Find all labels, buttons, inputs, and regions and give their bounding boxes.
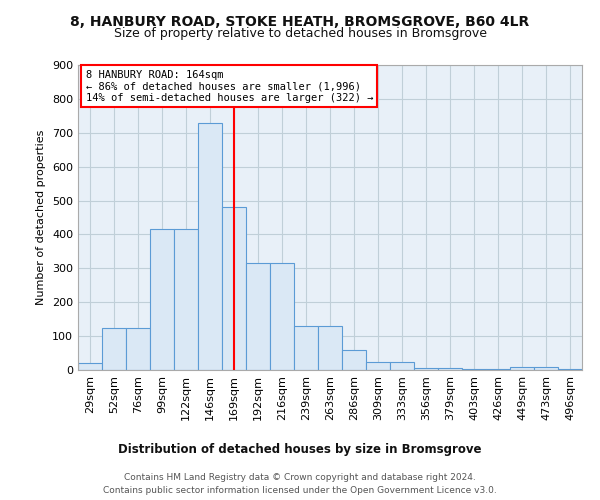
Text: Contains public sector information licensed under the Open Government Licence v3: Contains public sector information licen… [103, 486, 497, 495]
Bar [222, 208, 246, 370]
Y-axis label: Number of detached properties: Number of detached properties [37, 130, 46, 305]
Text: Distribution of detached houses by size in Bromsgrove: Distribution of detached houses by size … [118, 442, 482, 456]
Bar [102, 328, 126, 370]
Bar [534, 366, 558, 370]
Bar [270, 263, 294, 370]
Bar [246, 263, 270, 370]
Bar [342, 350, 366, 370]
Bar [198, 122, 222, 370]
Bar [294, 326, 318, 370]
Text: Size of property relative to detached houses in Bromsgrove: Size of property relative to detached ho… [113, 28, 487, 40]
Bar [510, 366, 534, 370]
Text: Contains HM Land Registry data © Crown copyright and database right 2024.: Contains HM Land Registry data © Crown c… [124, 472, 476, 482]
Bar [414, 368, 438, 370]
Bar [78, 363, 102, 370]
Text: 8, HANBURY ROAD, STOKE HEATH, BROMSGROVE, B60 4LR: 8, HANBURY ROAD, STOKE HEATH, BROMSGROVE… [70, 15, 530, 29]
Bar [150, 230, 174, 370]
Bar [126, 328, 150, 370]
Bar [366, 362, 390, 370]
Bar [318, 326, 342, 370]
Bar [174, 230, 198, 370]
Text: 8 HANBURY ROAD: 164sqm
← 86% of detached houses are smaller (1,996)
14% of semi-: 8 HANBURY ROAD: 164sqm ← 86% of detached… [86, 70, 373, 103]
Bar [390, 362, 414, 370]
Bar [438, 368, 462, 370]
